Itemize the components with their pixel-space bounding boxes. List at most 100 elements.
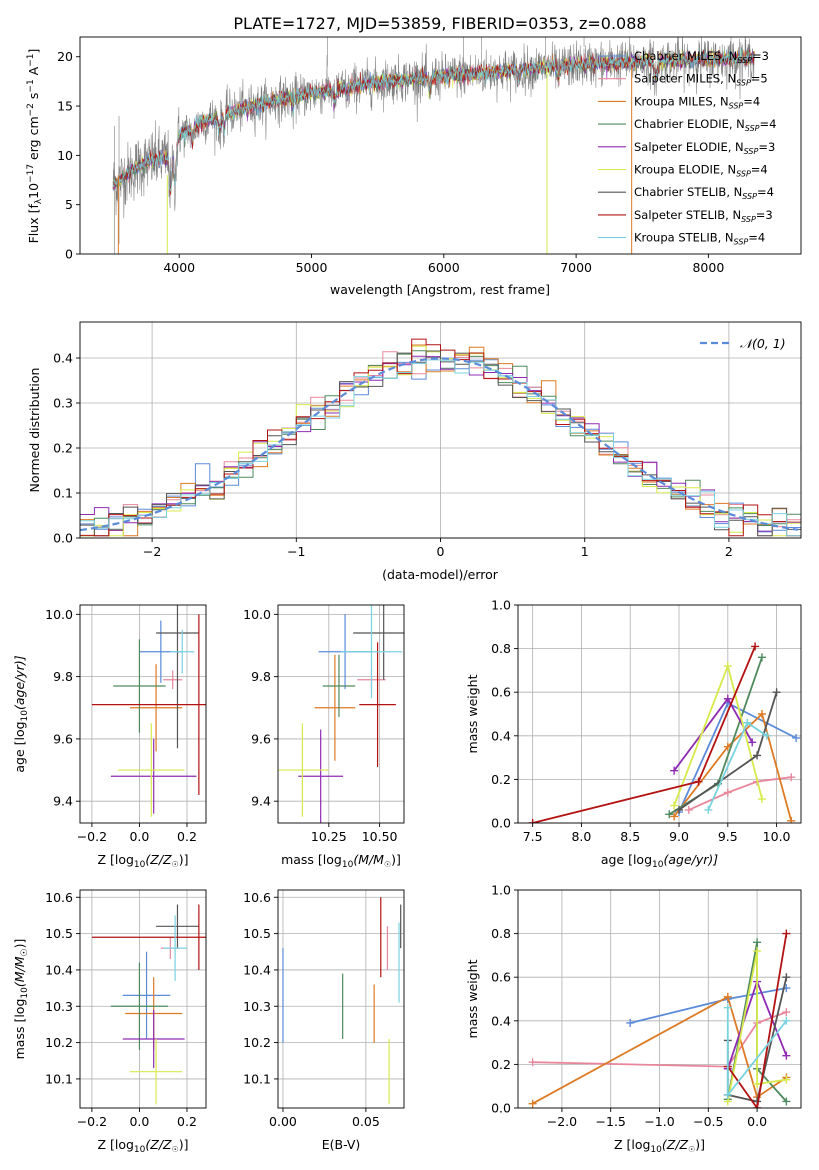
y-tick-label: 10.3 xyxy=(243,999,271,1014)
marker xyxy=(782,1008,791,1017)
y-tick-label: 0.1 xyxy=(53,486,73,501)
y-tick-label: 5 xyxy=(65,197,73,212)
plot-area xyxy=(91,904,206,1105)
gaussian-curve xyxy=(80,357,799,532)
marker xyxy=(751,642,760,651)
x-tick-label: −1.0 xyxy=(644,1114,674,1129)
series-kroupa_stelib xyxy=(704,718,771,814)
errorbar-chabrier_stelib xyxy=(156,904,199,949)
y-tick-label: 9.8 xyxy=(53,669,73,684)
x-tick-label: 9.5 xyxy=(718,829,738,844)
y-tick-label: 0.8 xyxy=(491,641,511,656)
y-tick-label: 0.0 xyxy=(491,1101,511,1116)
marker xyxy=(748,738,757,747)
y-tick-label: 9.4 xyxy=(53,794,73,809)
model-line-kroupa_stelib xyxy=(112,48,755,192)
x-tick-label: 7000 xyxy=(560,260,592,275)
x-tick-label: −2 xyxy=(143,544,161,559)
y-tick-label: 10 xyxy=(57,148,73,163)
y-tick-label: 15 xyxy=(57,99,73,114)
y-tick-label: 10.0 xyxy=(243,607,271,622)
marker xyxy=(723,788,732,797)
errorbar-salpeter_stelib xyxy=(359,642,396,767)
legend-entry: Kroupa ELODIE, NSSP=4 xyxy=(634,163,768,179)
y-axis-label: age [log10(age/yr)] xyxy=(12,655,30,772)
axes-frame xyxy=(517,604,802,824)
x-tick-label: 0.2 xyxy=(177,829,197,844)
y-tick-label: 1.0 xyxy=(491,598,511,613)
x-axis-label: Z [log10(Z/Z☉)] xyxy=(97,852,188,870)
y-tick-label: 1.0 xyxy=(491,883,511,898)
marker xyxy=(753,947,762,956)
x-tick-label: 10.50 xyxy=(362,829,398,844)
x-tick-label: 8.5 xyxy=(620,829,640,844)
x-tick-label: −2.0 xyxy=(547,1114,577,1129)
x-tick-label: −0.5 xyxy=(693,1114,723,1129)
x-tick-label: 10.0 xyxy=(763,829,791,844)
errorbar-salpeter_stelib xyxy=(91,614,206,795)
legend-entry: 𝒩(0, 1) xyxy=(740,336,786,351)
y-tick-label: 0.8 xyxy=(491,926,511,941)
marker xyxy=(694,777,703,786)
legend-entry: Chabrier MILES, NSSP=3 xyxy=(634,49,769,65)
series-kroupa_elodie xyxy=(670,662,766,810)
errorbar-kroupa_elodie xyxy=(129,1038,183,1105)
errorbar-kroupa_miles xyxy=(314,654,356,761)
model-line-chabrier_stelib xyxy=(112,49,755,191)
errorbar-kroupa_miles xyxy=(129,664,183,752)
x-tick-label: −0.2 xyxy=(77,1114,107,1129)
marker xyxy=(743,718,752,727)
errorbar-salpeter_miles xyxy=(163,670,183,690)
marker xyxy=(626,1018,635,1027)
x-tick-label: 0.00 xyxy=(269,1114,297,1129)
marker xyxy=(670,766,679,775)
x-tick-label: 8000 xyxy=(692,260,724,275)
series-kroupa_elodie xyxy=(723,947,791,1106)
errorbar-salpeter_elodie xyxy=(110,738,197,814)
errorbar-chabrier_stelib xyxy=(353,605,404,680)
histogram-kroupa_stelib xyxy=(80,359,801,538)
marker xyxy=(528,819,537,823)
y-tick-label: 10.6 xyxy=(243,890,271,905)
x-tick-label: 6000 xyxy=(428,260,460,275)
y-tick-label: 0 xyxy=(65,247,73,262)
panel-age-vs-Z: −0.2 0.0 0.2 9.4 9.6 9.8 10.0 Z [log10(Z/Z☉)] ag… xyxy=(12,604,207,870)
errorbar-chabrier_miles xyxy=(122,951,171,1039)
y-tick-label: 0.2 xyxy=(53,441,73,456)
errorbar-chabrier_elodie xyxy=(322,654,356,718)
marker xyxy=(528,1099,537,1108)
series-salpeter_stelib xyxy=(528,642,760,823)
plot-area xyxy=(80,338,801,538)
legend-entry: Chabrier STELIB, NSSP=4 xyxy=(634,185,774,201)
marker xyxy=(782,1097,791,1106)
panel-mass-vs-ebv: 0.00 0.05 10.1 10.2 10.3 10.4 10.5 10.6 E(B-V) xyxy=(243,889,405,1152)
x-tick-label: 0.0 xyxy=(129,829,149,844)
marker xyxy=(723,662,732,671)
x-tick-label: −1 xyxy=(287,544,305,559)
axes-frame xyxy=(79,604,207,824)
axes-frame xyxy=(277,604,405,824)
panel-massweight-vs-age: 7.5 8.0 8.5 9.0 9.5 10.0 0.0 0.2 0.4 0.6 0.8 1.0 age… xyxy=(465,598,802,870)
y-tick-label: 0.2 xyxy=(491,772,511,787)
y-axis-label: Normed distribution xyxy=(27,368,42,493)
legend-entry: Salpeter STELIB, NSSP=3 xyxy=(634,208,773,224)
marker xyxy=(757,653,766,662)
marker xyxy=(762,731,771,740)
y-tick-label: 9.4 xyxy=(251,794,271,809)
marker xyxy=(753,1080,762,1089)
y-tick-label: 0.6 xyxy=(491,685,511,700)
x-tick-label: 8.0 xyxy=(571,829,591,844)
marker xyxy=(782,973,791,982)
x-tick-label: 1 xyxy=(581,544,589,559)
marker xyxy=(665,810,674,819)
marker xyxy=(723,992,732,1001)
y-tick-label: 20 xyxy=(57,49,73,64)
marker xyxy=(528,1058,537,1067)
legend-entry: Salpeter ELODIE, NSSP=3 xyxy=(634,140,775,156)
model-line-salpeter_stelib xyxy=(112,49,755,196)
marker xyxy=(753,1104,762,1108)
x-tick-label: −1.5 xyxy=(596,1114,626,1129)
y-axis-label: mass [log10(M/M☉)] xyxy=(12,939,30,1060)
x-tick-label: 0.0 xyxy=(747,1114,767,1129)
